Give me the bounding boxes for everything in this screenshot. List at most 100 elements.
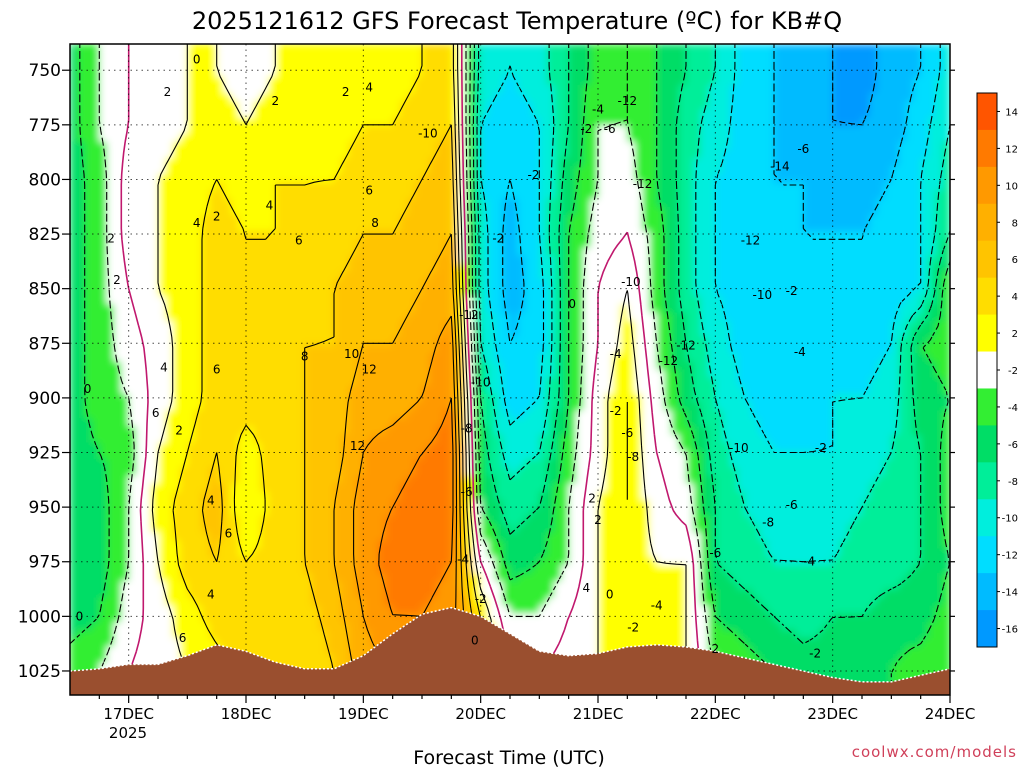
- field-cell: [143, 353, 152, 362]
- field-cell: [84, 336, 93, 346]
- field-cell: [77, 84, 86, 94]
- field-cell: [524, 206, 533, 216]
- field-cell: [92, 467, 100, 476]
- field-cell: [92, 402, 100, 411]
- field-cell: [209, 499, 218, 509]
- field-cell: [216, 68, 225, 78]
- field-cell: [517, 304, 526, 314]
- field-cell: [194, 157, 203, 167]
- field-cell: [70, 223, 78, 232]
- field-cell: [224, 182, 232, 192]
- field-cell: [458, 393, 467, 403]
- field-cell: [524, 166, 533, 175]
- field-cell: [260, 475, 269, 485]
- field-cell: [84, 654, 93, 664]
- field-cell: [209, 84, 218, 94]
- field-cell: [502, 459, 511, 468]
- field-cell: [370, 174, 379, 183]
- field-cell: [341, 475, 350, 485]
- field-cell: [92, 605, 100, 615]
- field-cell: [114, 410, 122, 419]
- field-cell: [172, 467, 181, 476]
- field-cell: [524, 133, 533, 143]
- field-cell: [172, 92, 181, 102]
- field-cell: [436, 548, 445, 558]
- field-cell: [356, 198, 364, 208]
- field-cell: [400, 515, 408, 525]
- field-cell: [510, 84, 518, 94]
- field-cell: [143, 336, 152, 346]
- field-cell: [282, 117, 291, 126]
- field-cell: [502, 247, 511, 257]
- field-cell: [319, 491, 328, 501]
- field-cell: [268, 589, 276, 598]
- field-cell: [158, 450, 166, 460]
- field-cell: [407, 149, 416, 159]
- field-cell: [180, 491, 188, 501]
- field-cell: [216, 426, 225, 436]
- field-cell: [334, 605, 342, 615]
- field-cell: [260, 76, 269, 86]
- field-cell: [92, 231, 100, 240]
- field-cell: [224, 279, 232, 289]
- field-cell: [356, 581, 364, 590]
- field-cell: [495, 206, 504, 216]
- field-cell: [414, 125, 423, 135]
- field-cell: [224, 581, 232, 590]
- field-cell: [290, 206, 298, 216]
- field-cell: [106, 556, 115, 566]
- field-cell: [524, 231, 533, 240]
- field-cell: [319, 312, 328, 322]
- field-cell: [253, 532, 262, 541]
- field-cell: [84, 581, 93, 590]
- field-cell: [216, 524, 225, 533]
- field-cell: [422, 426, 430, 436]
- field-cell: [348, 336, 357, 346]
- field-cell: [392, 231, 401, 240]
- field-cell: [158, 564, 166, 574]
- field-cell: [451, 174, 460, 183]
- field-cell: [407, 353, 416, 362]
- field-cell: [92, 279, 100, 289]
- field-cell: [348, 654, 357, 664]
- field-cell: [466, 304, 474, 314]
- field-cell: [385, 556, 394, 566]
- field-cell: [172, 450, 181, 460]
- field-cell: [370, 434, 379, 444]
- field-cell: [99, 231, 108, 240]
- field-cell: [260, 166, 269, 175]
- field-cell: [312, 279, 320, 289]
- field-cell: [143, 149, 152, 159]
- field-cell: [150, 369, 159, 379]
- field-cell: [99, 556, 108, 566]
- field-cell: [370, 393, 379, 403]
- field-cell: [363, 60, 372, 70]
- field-cell: [436, 491, 445, 501]
- field-cell: [517, 214, 526, 224]
- field-cell: [253, 44, 262, 53]
- field-cell: [363, 223, 372, 232]
- field-cell: [84, 564, 93, 574]
- field-cell: [128, 92, 137, 102]
- field-cell: [451, 589, 460, 598]
- field-cell: [268, 320, 276, 330]
- field-cell: [524, 320, 533, 330]
- field-cell: [77, 304, 86, 314]
- field-cell: [436, 117, 445, 126]
- field-cell: [77, 312, 86, 322]
- field-cell: [385, 442, 394, 452]
- field-cell: [341, 532, 350, 541]
- field-cell: [451, 279, 460, 289]
- field-cell: [414, 410, 423, 419]
- field-cell: [348, 174, 357, 183]
- field-cell: [319, 149, 328, 159]
- field-cell: [268, 426, 276, 436]
- field-cell: [517, 149, 526, 159]
- field-cell: [106, 271, 115, 281]
- field-cell: [495, 296, 504, 305]
- field-cell: [385, 247, 394, 257]
- field-cell: [246, 117, 254, 126]
- field-cell: [77, 239, 86, 249]
- field-cell: [275, 312, 284, 322]
- field-cell: [502, 450, 511, 460]
